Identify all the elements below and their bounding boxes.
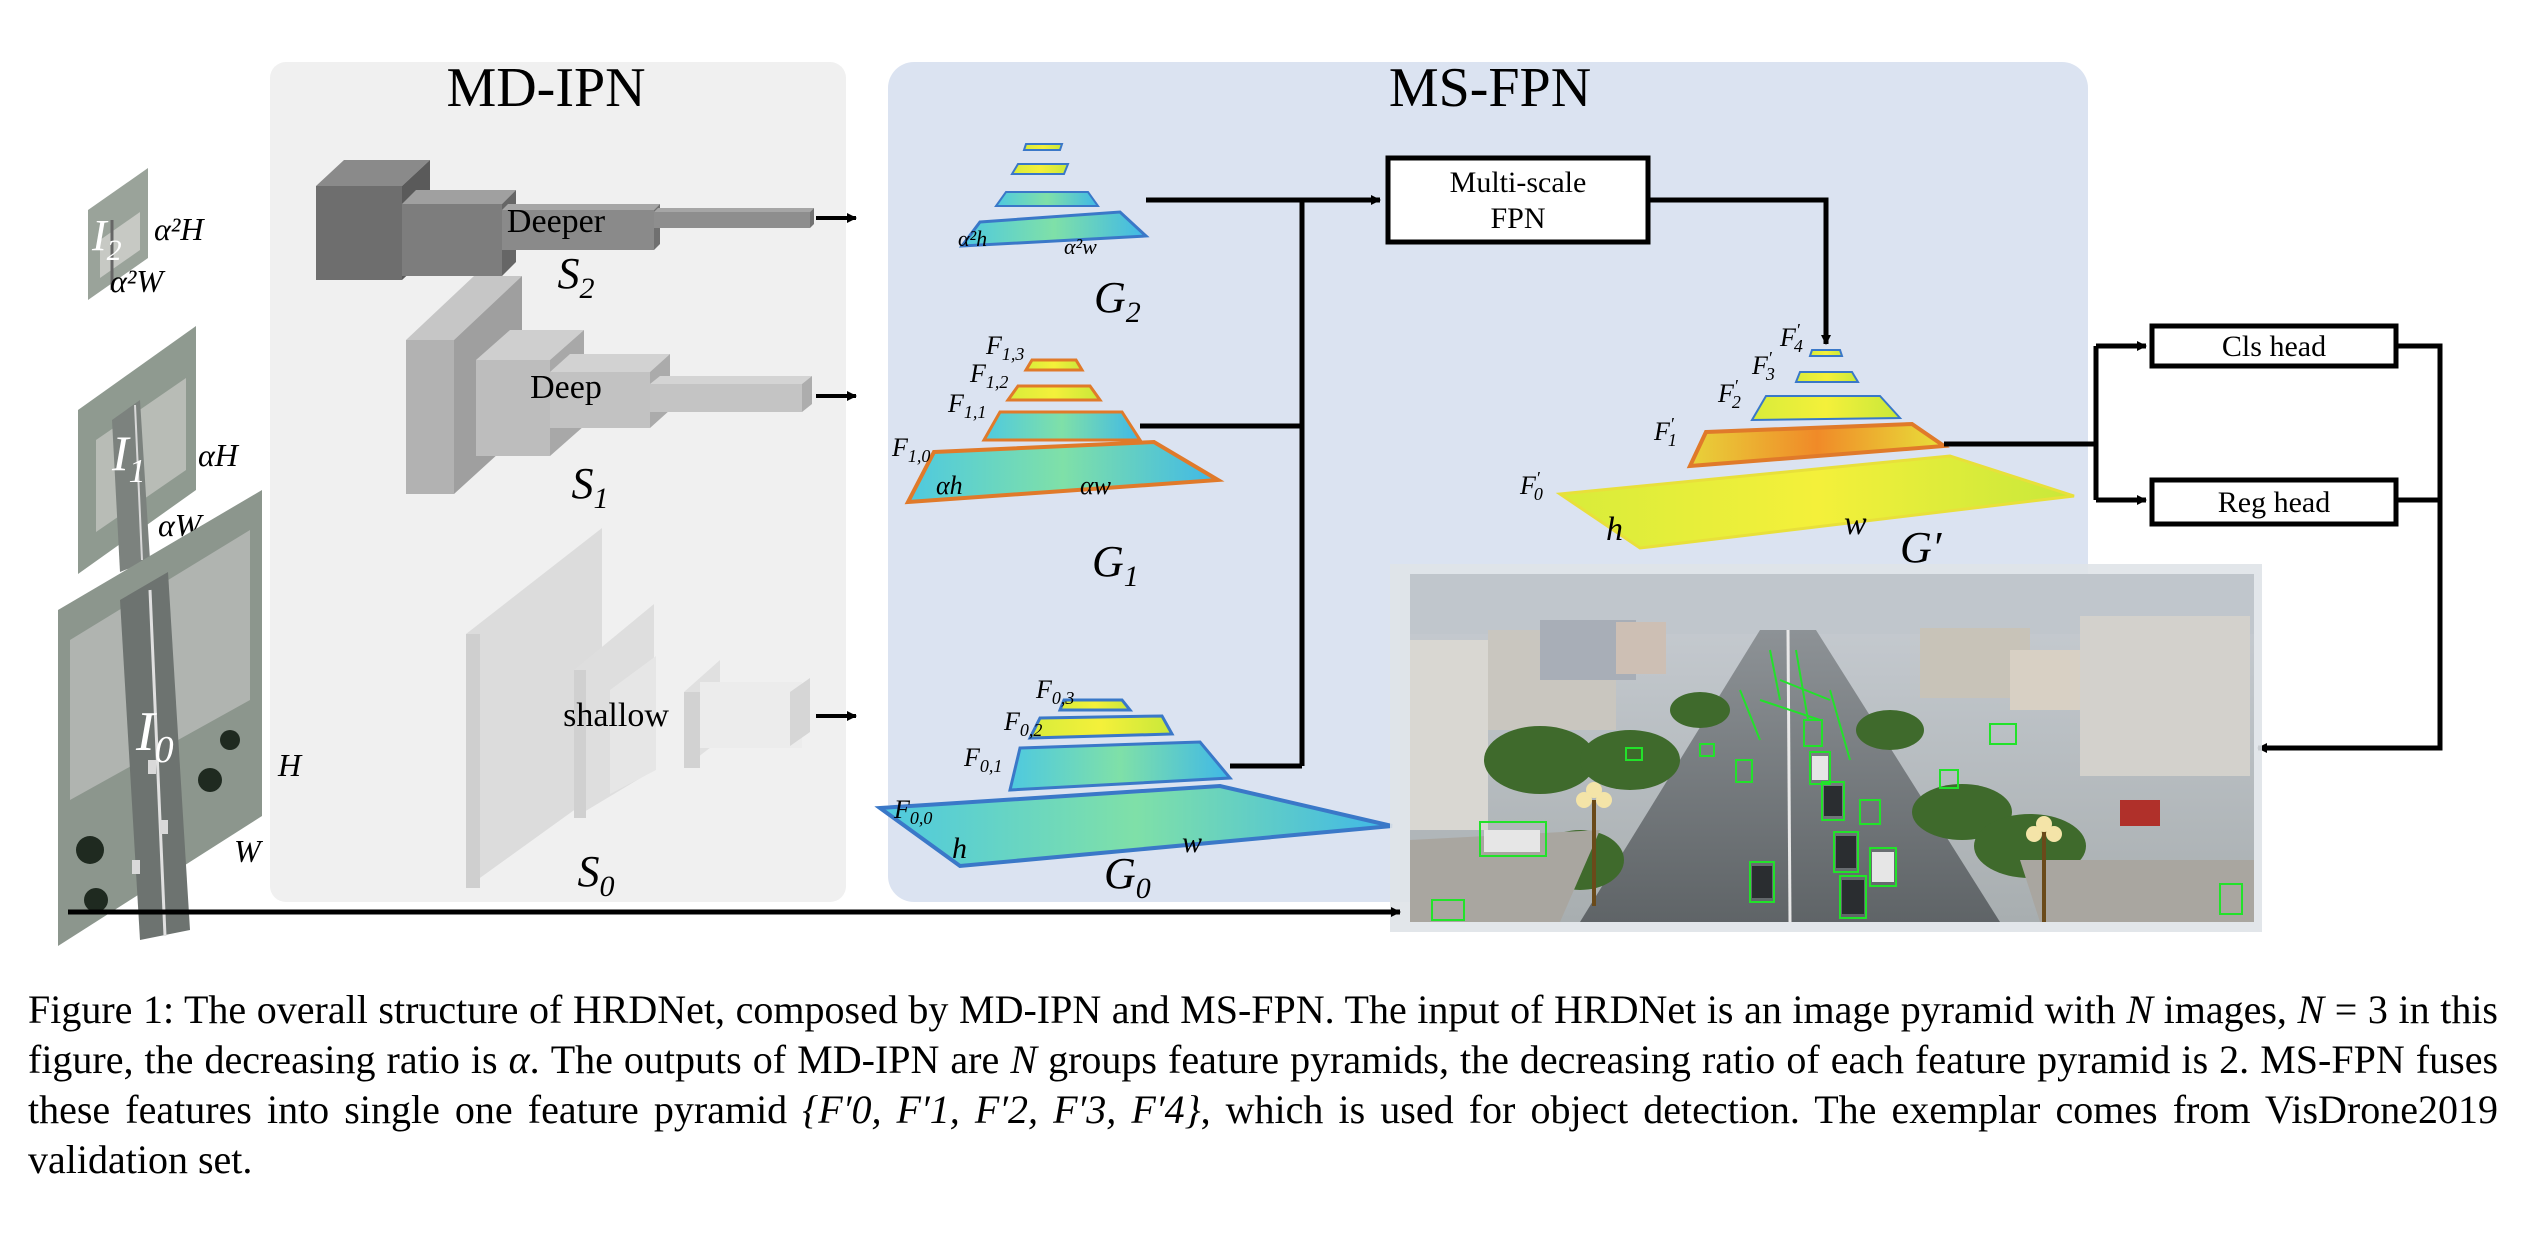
feature-pyramid-g2 (958, 143, 1150, 248)
output-level-label-3: F′ 1 (1653, 414, 1677, 450)
g1-name: G1 (1092, 537, 1139, 593)
caption-part-1: Figure 1: The overall structure of HRDNe… (28, 987, 2127, 1032)
input-image-i2 (88, 168, 148, 300)
cls-head-label: Cls head (2222, 330, 2326, 363)
detection-result-image (1390, 564, 2262, 932)
backbone-s2-label: Deeper (507, 203, 606, 240)
caption-part-3: = 3 in this figure, the decreasing ratio… (28, 987, 2498, 1082)
input-i1-name: I1 (111, 425, 146, 490)
g0-name: G0 (1104, 849, 1151, 905)
cls-head-box (2149, 323, 2399, 369)
head-connectors (1944, 341, 2443, 753)
caption-var-n-1: N (2126, 987, 2154, 1032)
backbone-s0-blocks (466, 528, 810, 888)
hrdnet-figure: MD-IPN MS-FPN I2 α²H α²W I1 αH αW I0 H W (58, 57, 2443, 946)
pyramid-connectors (1140, 195, 1381, 769)
output-level-label-4: F′ 0 (1519, 468, 1543, 504)
g1-width-label: αw (1080, 471, 1112, 500)
caption-var-n-3: N (1010, 1037, 1038, 1082)
g0-level-label-0: F0,3 (1035, 675, 1074, 708)
output-pyramid-g-prime (1555, 349, 2075, 550)
caption-var-alpha: α (508, 1037, 530, 1082)
backbone-s1-name: S1 (572, 459, 609, 515)
reg-head-box (2149, 477, 2399, 527)
caption-feature-set: {F′0, F′1, F′2, F′3, F′4} (802, 1087, 1201, 1132)
input-i2-height-label: α²H (154, 211, 205, 247)
g0-height-label: h (952, 832, 967, 865)
input-i2-name: I2 (91, 211, 122, 267)
output-height-label: h (1606, 511, 1623, 548)
output-width-label: w (1844, 505, 1867, 542)
caption-part-5: groups feature pyramids, the decreasing … (28, 1037, 2499, 1132)
g2-name: G2 (1094, 273, 1141, 329)
reg-head-label: Reg head (2218, 486, 2330, 519)
feature-pyramid-g0 (874, 698, 1393, 869)
input-i0-name: I0 (135, 701, 174, 771)
input-i1-height-label: αH (198, 437, 240, 473)
mdipn-title: MD-IPN (446, 57, 645, 119)
output-level-label-1: F′ 3 (1751, 348, 1775, 384)
feature-pyramid-g1 (904, 358, 1225, 505)
input-i0-height-label: H (277, 747, 303, 783)
input-image-i1 (78, 326, 196, 574)
backbone-s1-blocks (406, 276, 812, 494)
fpn-to-output-arrow (1648, 197, 1831, 345)
output-level-label-0: F′ 4 (1779, 320, 1803, 356)
multiscale-fpn-label-1: Multi-scale (1450, 166, 1587, 199)
caption-part-4: . The outputs of MD-IPN are (529, 1037, 1011, 1082)
input-i2-width-label: α²W (110, 263, 166, 299)
multiscale-fpn-label-2: FPN (1490, 202, 1545, 235)
g2-width-label: α²w (1064, 234, 1097, 259)
g0-width-label: w (1182, 826, 1202, 859)
caption-part-2: images, (2153, 987, 2298, 1032)
backbone-s2-blocks (316, 160, 814, 280)
output-level-label-2: F′ 2 (1717, 376, 1741, 412)
g1-height-label: αh (936, 471, 963, 500)
backbone-s0-name: S0 (578, 847, 615, 903)
input-i0-width-label: W (234, 833, 264, 869)
caption-part-6: , which is used for object detection. Th… (28, 1087, 2498, 1182)
backbone-s2-name: S2 (558, 249, 595, 305)
output-pyramid-name: G′ (1900, 523, 1943, 572)
caption-var-n-2: N (2297, 987, 2325, 1032)
backbone-s0-label: shallow (563, 697, 669, 734)
input-image-i0 (58, 490, 262, 946)
g2-height-label: α²h (958, 226, 987, 251)
figure-caption: Figure 1: The overall structure of HRDNe… (28, 985, 2498, 1185)
backbone-s1-label: Deep (530, 369, 602, 406)
msfpn-title: MS-FPN (1389, 57, 1591, 119)
